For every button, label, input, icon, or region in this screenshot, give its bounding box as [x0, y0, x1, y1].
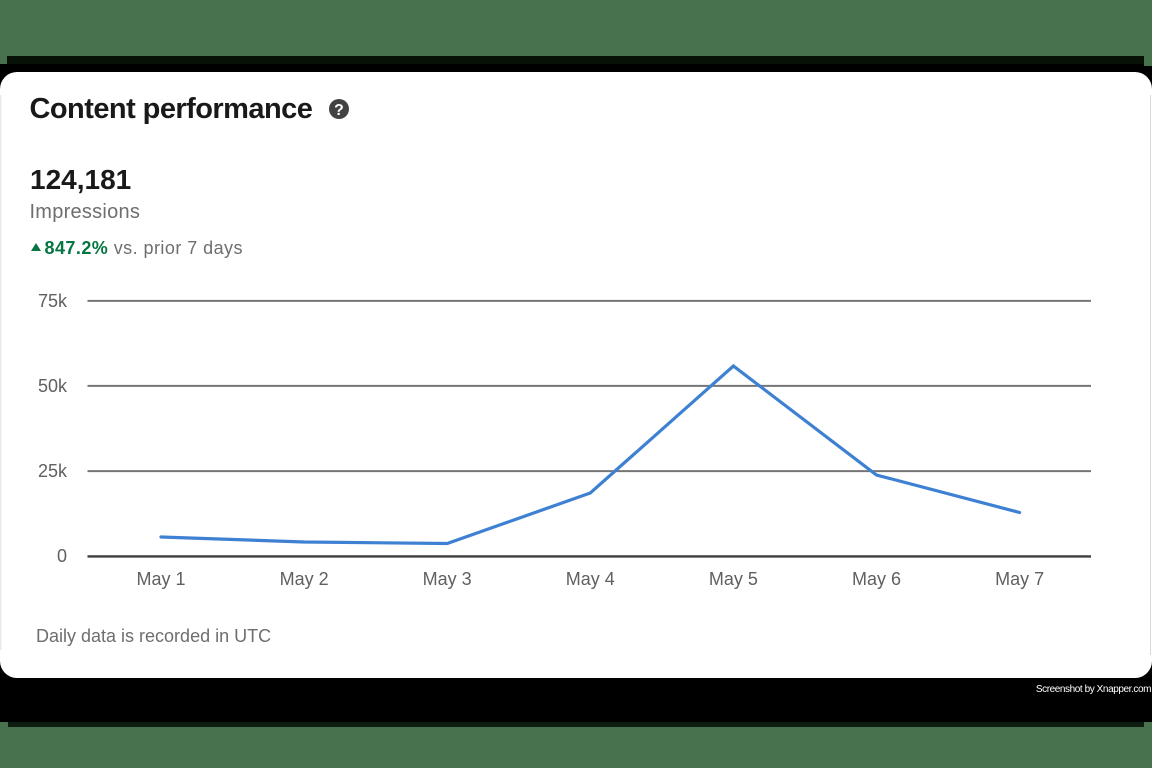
- svg-text:50k: 50k: [38, 376, 68, 396]
- svg-text:May 3: May 3: [423, 569, 472, 589]
- svg-text:May 2: May 2: [280, 569, 329, 589]
- svg-text:May 6: May 6: [852, 569, 901, 589]
- svg-text:0: 0: [57, 546, 67, 566]
- svg-text:May 4: May 4: [566, 569, 615, 589]
- svg-text:25k: 25k: [38, 461, 68, 481]
- svg-text:?: ?: [334, 102, 344, 119]
- svg-text:May 5: May 5: [709, 569, 758, 589]
- svg-text:May 7: May 7: [995, 569, 1044, 589]
- svg-text:75k: 75k: [38, 291, 68, 311]
- svg-text:May 1: May 1: [136, 569, 185, 589]
